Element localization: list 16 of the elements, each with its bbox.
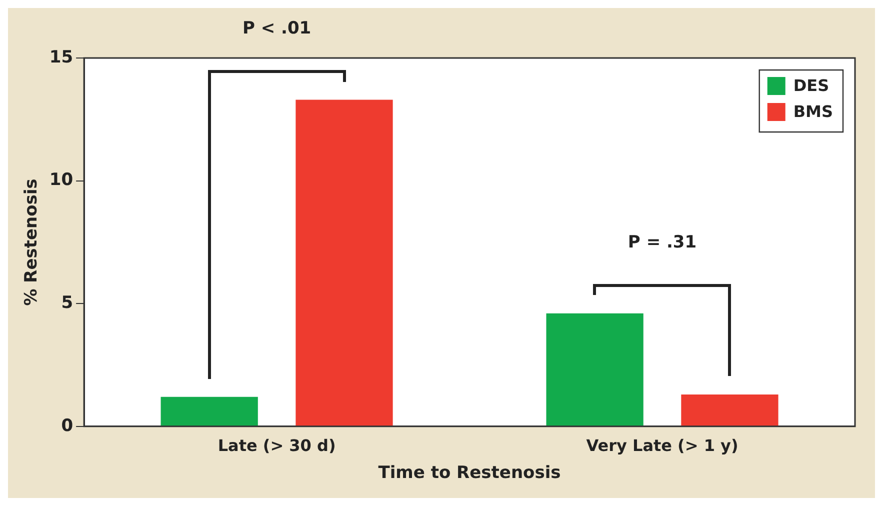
- y-tick-label: 15: [49, 47, 74, 68]
- x-tick-label: Very Late (> 1 y): [586, 436, 738, 456]
- x-tick-label: Late (> 30 d): [218, 436, 336, 456]
- bar: [296, 100, 393, 426]
- y-tick-label: 0: [61, 416, 74, 436]
- y-tick-label: 5: [61, 293, 74, 314]
- annotation: P = .31: [628, 232, 697, 252]
- bar: [160, 396, 258, 426]
- text: P < .01: [242, 18, 312, 39]
- bar: [681, 394, 778, 426]
- legend-label: BMS: [793, 102, 833, 122]
- legend-label: DES: [793, 76, 830, 96]
- y-axis-title: % Restenosis: [22, 178, 42, 306]
- bar: [546, 313, 644, 426]
- y-tick-label: 10: [49, 170, 74, 190]
- x-axis-title: Time to Restenosis: [378, 463, 561, 484]
